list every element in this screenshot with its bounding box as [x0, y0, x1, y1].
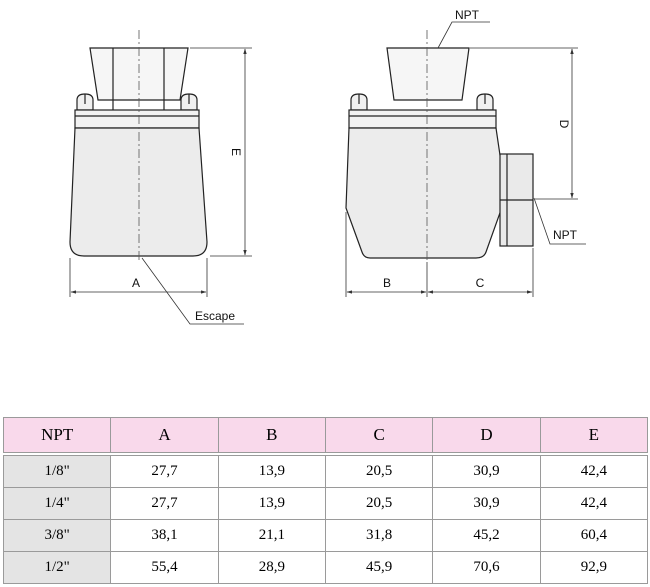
value-cell-d: 30,9 — [432, 455, 541, 488]
front-view — [69, 30, 208, 262]
side-view-body — [345, 127, 507, 259]
value-cell-c: 20,5 — [324, 487, 434, 520]
dim-b-label: B — [383, 276, 391, 290]
size-cell: 1/4" — [2, 487, 112, 520]
dim-c-label: C — [476, 276, 485, 290]
value-cell-c: 20,5 — [324, 455, 434, 488]
value-cell-c: 45,9 — [324, 551, 434, 584]
npt-top-label: NPT — [455, 8, 480, 22]
table-row: 1/2" 55,4 28,9 45,9 70,6 92,9 — [2, 551, 649, 584]
value-cell-d: 45,2 — [432, 519, 541, 552]
header-a: A — [110, 417, 219, 453]
table-row: 3/8" 38,1 21,1 31,8 45,2 60,4 — [2, 519, 649, 552]
npt-top-leader-line — [437, 21, 490, 49]
header-c: C — [324, 417, 434, 453]
npt-side-leader-line — [533, 197, 586, 245]
side-view-cover-band — [348, 109, 497, 129]
table-row: 1/8" 27,7 13,9 20,5 30,9 42,4 — [2, 455, 649, 488]
dim-d-label: D — [557, 120, 571, 129]
dim-a-label: A — [132, 276, 140, 290]
header-e: E — [539, 417, 649, 453]
front-view-cover-band — [74, 109, 200, 129]
size-cell: 1/8" — [2, 455, 112, 488]
header-b: B — [217, 417, 326, 453]
table-row: 1/4" 27,7 13,9 20,5 30,9 42,4 — [2, 487, 649, 520]
value-cell-e: 42,4 — [539, 487, 649, 520]
value-cell-b: 21,1 — [217, 519, 326, 552]
escape-label: Escape — [195, 309, 235, 323]
value-cell-a: 27,7 — [110, 455, 219, 488]
value-cell-e: 42,4 — [539, 455, 649, 488]
npt-side-label: NPT — [553, 228, 578, 242]
value-cell-e: 60,4 — [539, 519, 649, 552]
header-npt: NPT — [2, 417, 112, 453]
value-cell-b: 13,9 — [217, 487, 326, 520]
front-view-body — [69, 127, 208, 257]
value-cell-e: 92,9 — [539, 551, 649, 584]
dim-e-label: E — [229, 148, 243, 156]
value-cell-d: 30,9 — [432, 487, 541, 520]
size-cell: 3/8" — [2, 519, 112, 552]
escape-leader-line — [141, 257, 244, 325]
technical-drawing: A E Escape NPT NPT D B C — [69, 8, 586, 325]
header-d: D — [432, 417, 541, 453]
side-view — [345, 30, 534, 262]
value-cell-a: 38,1 — [110, 519, 219, 552]
side-view-top-hex — [386, 47, 470, 101]
value-cell-a: 55,4 — [110, 551, 219, 584]
value-cell-a: 27,7 — [110, 487, 219, 520]
value-cell-c: 31,8 — [324, 519, 434, 552]
value-cell-b: 13,9 — [217, 455, 326, 488]
value-cell-b: 28,9 — [217, 551, 326, 584]
size-cell: 1/2" — [2, 551, 112, 584]
value-cell-d: 70,6 — [432, 551, 541, 584]
table-header-row: NPT A B C D E — [2, 417, 649, 453]
dimensions-table: NPT A B C D E 1/8" 27,7 13,9 20,5 30,9 4… — [2, 417, 649, 584]
